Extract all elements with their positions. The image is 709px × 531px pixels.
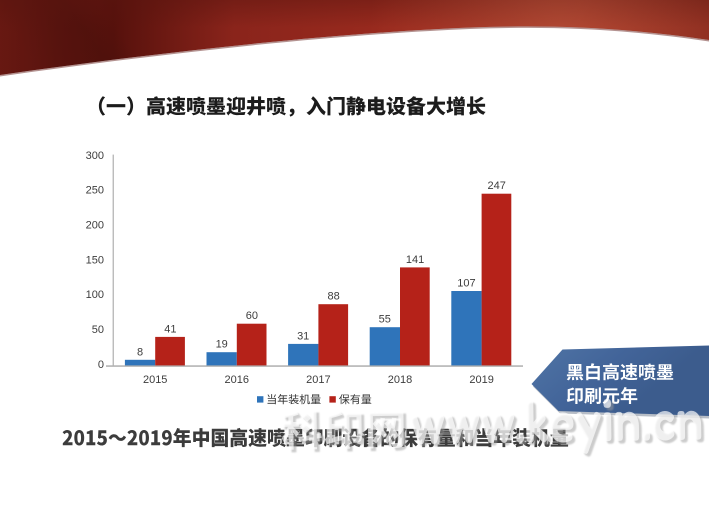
svg-text:141: 141 [406,254,424,266]
svg-text:200: 200 [86,220,104,232]
svg-text:2018: 2018 [388,374,412,386]
svg-text:107: 107 [457,278,475,290]
svg-text:2019: 2019 [469,374,493,386]
svg-text:250: 250 [86,185,104,197]
svg-text:50: 50 [92,324,104,336]
svg-text:2016: 2016 [225,374,249,386]
svg-text:55: 55 [379,314,391,326]
svg-text:247: 247 [488,180,506,192]
svg-text:8: 8 [137,346,143,358]
svg-text:150: 150 [86,254,104,266]
svg-text:88: 88 [327,291,339,303]
svg-text:2015: 2015 [143,374,167,386]
svg-text:300: 300 [86,150,104,162]
svg-text:19: 19 [216,339,228,351]
svg-text:60: 60 [246,310,258,322]
svg-text:2017: 2017 [306,374,330,386]
svg-text:41: 41 [164,323,176,335]
svg-text:100: 100 [86,289,104,301]
svg-text:31: 31 [297,330,309,342]
svg-text:0: 0 [98,359,104,371]
